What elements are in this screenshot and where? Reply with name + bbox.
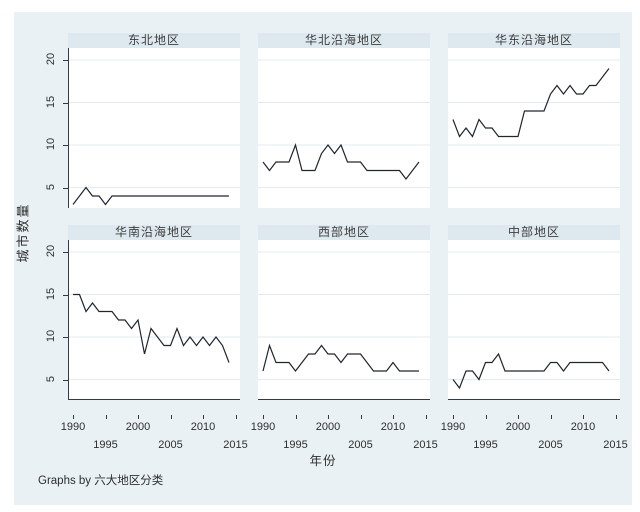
line-chart-svg — [258, 251, 430, 400]
x-tick-mark — [360, 415, 362, 419]
y-tick-mark — [63, 102, 68, 104]
panel-title-band: 华东沿海地区 — [448, 33, 620, 48]
x-tick-mark — [328, 415, 329, 419]
panel-title: 西部地区 — [317, 225, 370, 239]
data-series-line — [452, 68, 610, 138]
x-tick-label: 2005 — [538, 439, 563, 451]
x-tick-mark — [235, 415, 237, 419]
panel-south-china-coastal: 华南沿海地区 5 10 15 20 1990 1995 2000 2005 2010 2015 — [45, 225, 248, 451]
x-tick-mark — [105, 415, 107, 419]
panel-title-band: 中部地区 — [448, 225, 620, 240]
x-tick-label: 2015 — [603, 439, 628, 451]
data-series-line — [262, 143, 420, 180]
panel-title: 中部地区 — [507, 225, 560, 239]
x-tick-mark — [615, 415, 617, 419]
x-tick-mark — [203, 415, 204, 419]
x-tick-label: 2000 — [315, 421, 341, 433]
panel-title-band: 华南沿海地区 — [68, 225, 240, 240]
line-plot: 5 10 15 20 — [45, 48, 240, 208]
x-tick-label: 2010 — [190, 421, 216, 433]
graph-region: 城市数量 东北地区 5 10 15 20 华北沿海地区 华东沿海地区 华南沿海地区 5… — [14, 12, 632, 505]
y-axis-title: 城市数量 — [12, 142, 32, 322]
x-tick-mark — [453, 415, 454, 419]
panel-title: 华北沿海地区 — [304, 33, 383, 47]
panel-title: 东北地区 — [127, 33, 180, 47]
x-tick-label: 2005 — [158, 439, 183, 451]
panel-north-china-coastal: 华北沿海地区 — [258, 33, 430, 208]
x-tick-mark — [295, 415, 297, 419]
x-tick-label: 2010 — [380, 421, 406, 433]
x-tick-label: 1990 — [440, 421, 466, 433]
line-chart-svg — [68, 48, 240, 208]
y-tick-mark — [63, 145, 68, 146]
x-tick-mark — [550, 415, 552, 419]
y-tick-label: 15 — [45, 95, 57, 108]
x-tick-label: 1995 — [283, 439, 308, 451]
x-tick-label: 2000 — [125, 421, 151, 433]
x-tick-label: 2005 — [348, 439, 373, 451]
panel-title-band: 华北沿海地区 — [258, 33, 430, 48]
panel-title: 华东沿海地区 — [494, 33, 573, 47]
x-tick-mark — [170, 415, 172, 419]
line-plot: 5 10 15 20 1990 1995 2000 2005 2010 2015 — [45, 240, 248, 451]
data-series-line — [72, 186, 229, 206]
y-tick-mark — [63, 187, 68, 189]
line-plot — [258, 48, 430, 208]
x-tick-label: 1990 — [60, 421, 86, 433]
x-tick-mark — [393, 415, 394, 419]
data-series-line — [452, 352, 610, 390]
y-tick-label: 20 — [45, 52, 57, 66]
y-axis-title-text: 城市数量 — [15, 201, 31, 263]
panel-title: 华南沿海地区 — [114, 225, 193, 239]
x-tick-label: 1995 — [93, 439, 118, 451]
line-plot: 1990 1995 2000 2005 2010 2015 — [251, 240, 438, 451]
y-tick-mark — [63, 252, 68, 253]
x-tick-label: 2010 — [570, 421, 596, 433]
line-chart-svg — [448, 59, 620, 188]
x-tick-mark — [518, 415, 519, 419]
line-plot: 1990 1995 2000 2005 2010 2015 — [441, 240, 628, 451]
panel-title-band: 东北地区 — [68, 33, 240, 48]
panel-east-china-coastal: 华东沿海地区 — [448, 33, 620, 208]
x-tick-mark — [263, 415, 264, 419]
x-tick-mark — [583, 415, 584, 419]
x-tick-label: 2000 — [505, 421, 531, 433]
y-tick-label: 5 — [45, 375, 57, 382]
line-chart-svg — [258, 59, 430, 188]
y-tick-mark — [63, 379, 68, 381]
data-series-line — [73, 293, 230, 363]
panel-western: 西部地区 1990 1995 2000 2005 2010 2015 — [251, 225, 438, 451]
y-tick-mark — [63, 337, 68, 338]
x-tick-mark — [138, 415, 139, 419]
x-tick-label: 2015 — [223, 439, 248, 451]
x-tick-label: 2015 — [413, 439, 438, 451]
panel-northeast: 东北地区 5 10 15 20 — [45, 33, 240, 208]
x-tick-mark — [485, 415, 487, 419]
y-tick-mark — [63, 294, 68, 296]
y-tick-mark — [63, 60, 68, 61]
x-tick-label: 1995 — [473, 439, 498, 451]
data-series-line — [262, 343, 419, 372]
graphs-by-note: Graphs by 六大地区分类 — [38, 475, 164, 487]
y-tick-label: 20 — [45, 244, 57, 258]
y-tick-label: 15 — [45, 287, 57, 300]
panel-central: 中部地区 1990 1995 2000 2005 2010 2015 — [441, 225, 628, 451]
x-tick-label: 1990 — [250, 421, 276, 433]
y-tick-label: 10 — [45, 329, 57, 343]
line-chart-svg — [448, 251, 620, 400]
x-tick-mark — [73, 415, 74, 419]
x-axis-title: 年份 — [309, 454, 337, 468]
line-chart-svg — [68, 240, 240, 400]
x-tick-mark — [425, 415, 427, 419]
y-tick-label: 5 — [45, 183, 57, 190]
y-tick-label: 10 — [45, 137, 57, 151]
line-plot — [448, 48, 620, 208]
panel-title-band: 西部地区 — [258, 225, 430, 240]
